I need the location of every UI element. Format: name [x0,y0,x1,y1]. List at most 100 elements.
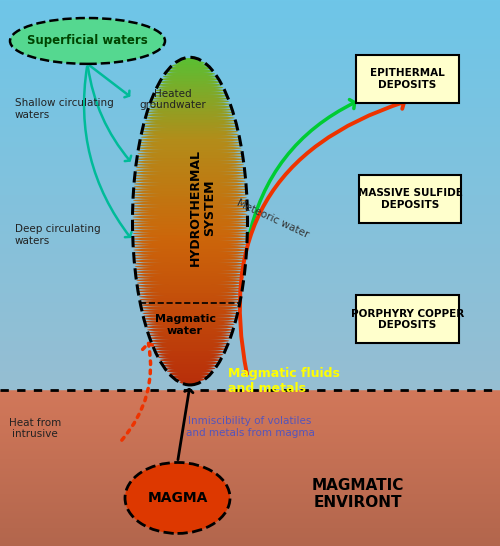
Ellipse shape [134,259,246,263]
Ellipse shape [141,132,239,136]
Ellipse shape [153,94,227,98]
Ellipse shape [137,157,243,161]
Ellipse shape [136,270,244,274]
Ellipse shape [135,267,245,271]
Ellipse shape [132,223,248,227]
Ellipse shape [136,163,244,167]
Ellipse shape [151,339,229,343]
Ellipse shape [134,182,246,186]
Ellipse shape [175,61,205,65]
Ellipse shape [163,75,217,79]
Ellipse shape [152,342,228,346]
Ellipse shape [143,124,237,128]
Ellipse shape [135,174,245,178]
Ellipse shape [161,78,219,81]
Ellipse shape [146,116,234,120]
Ellipse shape [125,462,230,533]
FancyBboxPatch shape [356,55,459,103]
Ellipse shape [136,278,244,282]
Ellipse shape [134,256,246,260]
Ellipse shape [140,141,240,145]
Text: Magmatic
water: Magmatic water [154,314,216,336]
Ellipse shape [134,190,246,194]
Ellipse shape [134,187,246,192]
Ellipse shape [136,276,244,280]
Ellipse shape [138,292,242,296]
Ellipse shape [144,121,236,126]
Ellipse shape [150,336,230,340]
Ellipse shape [175,377,205,382]
Text: Heated
groundwater: Heated groundwater [139,88,206,110]
Ellipse shape [135,264,245,269]
Ellipse shape [148,330,232,335]
Ellipse shape [133,201,247,205]
Ellipse shape [134,179,246,183]
Text: Deep circulating
waters: Deep circulating waters [15,224,100,246]
Text: MAGMA: MAGMA [148,491,208,505]
Ellipse shape [156,353,224,357]
Text: MAGMATIC
ENVIRONT: MAGMATIC ENVIRONT [312,478,404,511]
Ellipse shape [139,144,241,147]
Ellipse shape [133,240,247,244]
Ellipse shape [141,306,239,310]
Ellipse shape [133,242,247,247]
Ellipse shape [160,358,220,362]
Ellipse shape [132,207,248,211]
Ellipse shape [143,314,237,318]
Ellipse shape [152,97,228,100]
Ellipse shape [133,193,247,197]
Ellipse shape [158,355,222,359]
Ellipse shape [161,361,219,365]
Ellipse shape [132,226,248,230]
Ellipse shape [132,232,248,235]
Ellipse shape [132,234,248,238]
Text: HYDROTHERMAL
SYSTEM: HYDROTHERMAL SYSTEM [188,149,216,266]
Ellipse shape [137,155,243,158]
Text: PORPHYRY COPPER
DEPOSITS: PORPHYRY COPPER DEPOSITS [351,308,464,330]
Text: Meteoric water: Meteoric water [235,197,310,240]
Ellipse shape [146,325,234,329]
Ellipse shape [147,110,233,115]
Ellipse shape [180,380,201,384]
Ellipse shape [149,333,231,337]
Ellipse shape [136,168,244,172]
Ellipse shape [136,273,244,277]
Ellipse shape [156,88,224,92]
Ellipse shape [148,108,232,112]
Ellipse shape [139,295,241,299]
Ellipse shape [136,160,244,164]
Text: EPITHERMAL
DEPOSITS: EPITHERMAL DEPOSITS [370,68,445,90]
Ellipse shape [140,138,240,142]
Ellipse shape [136,165,244,169]
Ellipse shape [154,347,226,351]
FancyBboxPatch shape [358,175,461,223]
Ellipse shape [140,303,239,307]
Ellipse shape [167,369,213,373]
Ellipse shape [138,287,242,290]
Ellipse shape [132,210,248,213]
Ellipse shape [142,129,238,134]
Ellipse shape [133,198,247,203]
Ellipse shape [154,91,226,95]
Ellipse shape [151,99,229,103]
Ellipse shape [150,102,230,106]
Ellipse shape [142,127,238,131]
Ellipse shape [138,146,242,150]
Ellipse shape [140,298,240,301]
Ellipse shape [133,195,247,200]
Ellipse shape [133,245,247,250]
Text: Superficial waters: Superficial waters [27,34,148,48]
Ellipse shape [137,284,243,288]
Ellipse shape [170,372,210,376]
Ellipse shape [137,281,243,285]
FancyBboxPatch shape [356,295,459,343]
Ellipse shape [132,218,248,222]
Ellipse shape [172,63,208,68]
Ellipse shape [132,221,248,224]
Ellipse shape [132,215,248,219]
Ellipse shape [144,118,236,123]
Ellipse shape [180,58,201,62]
Ellipse shape [134,262,246,266]
Ellipse shape [149,105,231,109]
Text: MASSIVE SULFIDE
DEPOSITS: MASSIVE SULFIDE DEPOSITS [358,188,463,210]
